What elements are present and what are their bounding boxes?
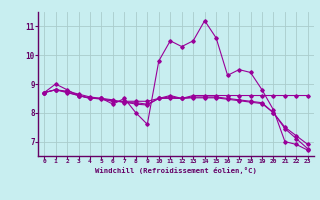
X-axis label: Windchill (Refroidissement éolien,°C): Windchill (Refroidissement éolien,°C) [95, 167, 257, 174]
